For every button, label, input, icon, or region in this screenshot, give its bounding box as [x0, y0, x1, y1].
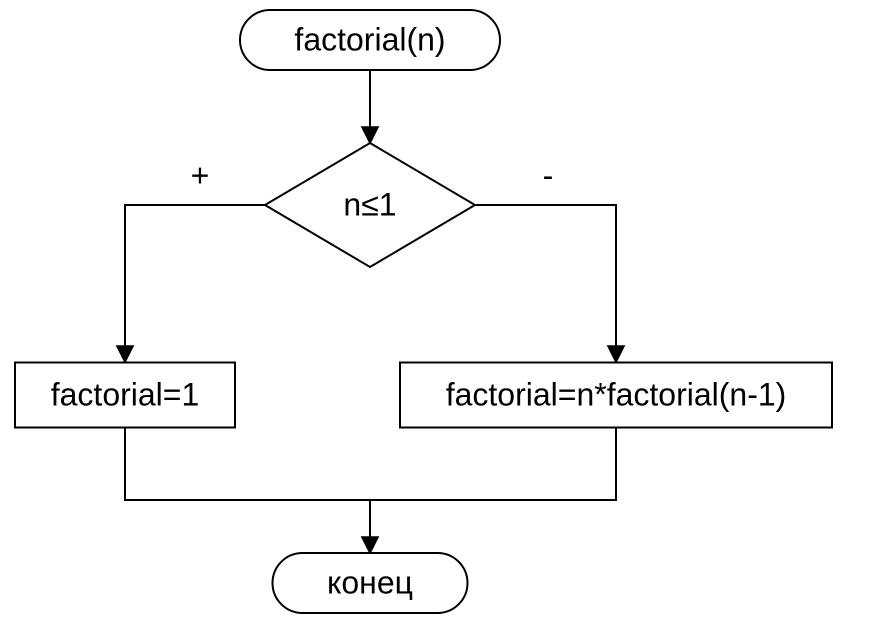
edge-decision-yes — [125, 205, 265, 362]
node-label-start: factorial(n) — [294, 21, 445, 57]
edge-decision-no — [475, 205, 616, 362]
edge-left-merge — [125, 428, 370, 500]
node-label-end: конец — [327, 564, 413, 600]
node-label-right_process: factorial=n*factorial(n-1) — [446, 376, 787, 412]
edge-label-decision-no: - — [543, 157, 554, 193]
node-label-left_process: factorial=1 — [51, 376, 200, 412]
node-label-decision: n≤1 — [343, 186, 396, 222]
flowchart: + - factorial(n) n≤1 factorial=1 factorial=n*… — [0, 0, 872, 644]
edge-label-decision-yes: + — [191, 157, 210, 193]
edge-right-merge — [370, 428, 616, 500]
